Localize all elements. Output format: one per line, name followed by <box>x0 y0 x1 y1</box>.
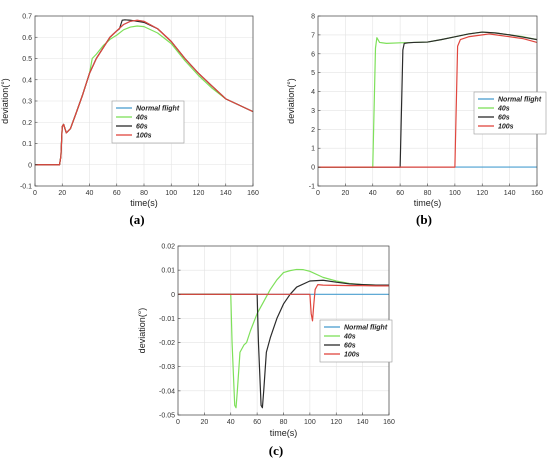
chart-panel-c: 0 20 40 60 80 100 120 140 160 -0.05 -0.04 -0.03 -0.0… <box>137 244 395 459</box>
legend: Normal flight 40s 60s 100s <box>473 91 547 135</box>
y-axis-label: deviation(°) <box>0 78 10 124</box>
y-axis-label: deviation(°) <box>286 78 296 124</box>
x-tick-label: 100 <box>449 190 461 197</box>
x-tick-label: 80 <box>280 419 288 426</box>
series-line-100s <box>35 19 254 166</box>
x-tick-label: 100 <box>165 190 177 197</box>
y-tick-label: 1 <box>311 146 315 153</box>
legend-entry-label: Normal flight <box>344 325 388 332</box>
x-tick-label: 40 <box>227 419 235 426</box>
chart-panel-b: 0 20 40 60 80 100 120 140 160-1012345678time(s)d… <box>286 14 547 227</box>
y-axis-label: deviation(°) <box>137 308 147 354</box>
legend-entry-label: 100s <box>344 352 360 359</box>
legend-entry-label: 100s <box>498 124 514 131</box>
legend-entry-label: 60s <box>498 115 510 122</box>
x-tick-label: 40 <box>369 190 377 197</box>
x-tick-label: 80 <box>424 190 432 197</box>
y-tick-label: 0.1 <box>22 141 32 148</box>
panel-label: (b) <box>416 212 432 227</box>
y-tick-label: -0.04 <box>159 388 175 395</box>
x-tick-label: 120 <box>476 190 488 197</box>
series-line-100s <box>318 33 538 168</box>
x-tick-label: 0 <box>33 190 37 197</box>
x-tick-label: 140 <box>220 190 232 197</box>
y-tick-label: 0.2 <box>22 120 32 127</box>
y-tick-label: -0.02 <box>159 340 175 347</box>
legend-entry-label: 60s <box>136 124 148 131</box>
y-tick-label: 0.3 <box>22 99 32 106</box>
legend-entry-label: 40s <box>343 334 356 341</box>
y-tick-label: 4 <box>311 89 315 96</box>
y-tick-label: 0 <box>28 162 32 169</box>
x-tick-label: 40 <box>86 190 94 197</box>
x-tick-label: 60 <box>253 419 261 426</box>
x-tick-label: 160 <box>247 190 259 197</box>
y-tick-label: 8 <box>311 14 315 21</box>
legend-entry-label: Normal flight <box>498 97 542 104</box>
y-tick-label: 3 <box>311 108 315 115</box>
y-tick-label: 7 <box>311 32 315 39</box>
x-tick-label: 160 <box>383 419 395 426</box>
y-tick-label: 0 <box>311 165 315 172</box>
y-tick-label: 0 <box>171 292 175 299</box>
y-tick-label: -1 <box>309 184 315 191</box>
x-tick-label: 140 <box>504 190 516 197</box>
y-tick-label: -0.05 <box>159 413 175 420</box>
x-tick-label: 0 <box>316 190 320 197</box>
series-line-60s <box>318 31 538 168</box>
x-tick-label: 60 <box>396 190 404 197</box>
legend: Normal flight 40s 60s 100s <box>111 100 185 144</box>
y-tick-label: 0.4 <box>22 77 32 84</box>
legend-entry-label: 100s <box>136 133 152 140</box>
y-tick-label: 0.5 <box>22 56 32 63</box>
y-tick-label: -0.01 <box>159 316 175 323</box>
x-axis-label: time(s) <box>270 428 298 438</box>
series-line-100s <box>178 284 389 322</box>
x-tick-label: 140 <box>357 419 369 426</box>
chart-panel-a: 0 20 40 60 80 100 120 140 160-0.100.10.20.30.40.… <box>0 14 259 228</box>
panel-label: (c) <box>269 443 283 458</box>
series-line-40s <box>178 268 390 409</box>
x-tick-label: 0 <box>176 419 180 426</box>
x-tick-label: 160 <box>531 190 543 197</box>
x-tick-label: 100 <box>304 419 316 426</box>
y-tick-label: 5 <box>311 70 315 77</box>
y-tick-label: 0.6 <box>22 35 32 42</box>
panel-label: (a) <box>129 212 144 227</box>
y-tick-label: 6 <box>311 51 315 58</box>
series-line-60s <box>178 279 389 409</box>
y-tick-label: -0.03 <box>159 364 175 371</box>
x-tick-label: 20 <box>58 190 66 197</box>
x-tick-label: 60 <box>113 190 121 197</box>
x-tick-label: 20 <box>200 419 208 426</box>
x-tick-label: 120 <box>330 419 342 426</box>
y-tick-label: -0.1 <box>20 184 32 191</box>
legend-entry-label: 60s <box>344 343 356 350</box>
y-tick-label: 0.01 <box>161 268 175 275</box>
x-tick-label: 80 <box>140 190 148 197</box>
legend-entry-label: 40s <box>497 106 510 113</box>
x-axis-label: time(s) <box>414 198 442 208</box>
legend-entry-label: Normal flight <box>136 106 180 113</box>
y-tick-label: 2 <box>311 127 315 134</box>
x-tick-label: 120 <box>193 190 205 197</box>
x-tick-label: 20 <box>341 190 349 197</box>
legend-entry-label: 40s <box>135 115 148 122</box>
legend: Normal flight 40s 60s 100s <box>319 319 393 363</box>
x-axis-label: time(s) <box>130 198 158 208</box>
y-tick-label: 0.02 <box>161 244 175 251</box>
y-tick-label: 0.7 <box>22 14 32 21</box>
